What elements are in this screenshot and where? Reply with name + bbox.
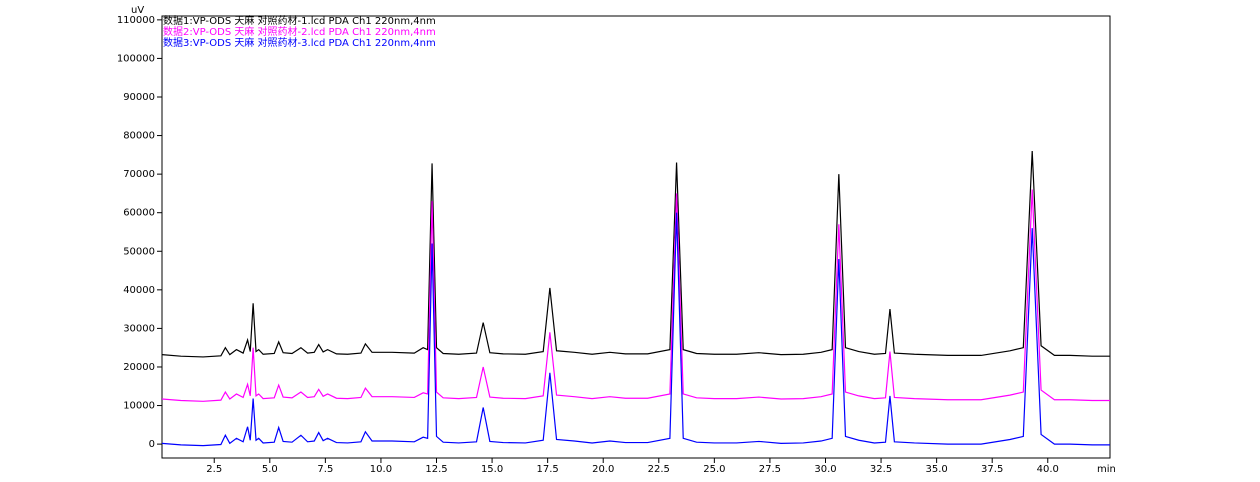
y-axis-label: uV bbox=[131, 5, 144, 16]
x-tick-label: 7.5 bbox=[317, 464, 333, 475]
y-tick-label: 40000 bbox=[123, 285, 155, 296]
x-tick-label: 37.5 bbox=[981, 464, 1003, 475]
plot-frame bbox=[161, 15, 1111, 459]
y-tick-label: 50000 bbox=[123, 246, 155, 257]
x-tick-label: 35.0 bbox=[925, 464, 947, 475]
x-tick-label: 15.0 bbox=[481, 464, 503, 475]
x-tick-label: 20.0 bbox=[592, 464, 614, 475]
x-tick-label: 27.5 bbox=[759, 464, 781, 475]
y-tick-label: 70000 bbox=[123, 169, 155, 180]
y-tick-label: 20000 bbox=[123, 362, 155, 373]
y-tick-label: 30000 bbox=[123, 323, 155, 334]
x-tick-label: 30.0 bbox=[814, 464, 836, 475]
y-tick-label: 110000 bbox=[117, 15, 155, 26]
x-tick-label: 5.0 bbox=[262, 464, 278, 475]
x-tick-label: 10.0 bbox=[370, 464, 392, 475]
x-axis-label: min bbox=[1097, 464, 1116, 475]
y-tick-label: 60000 bbox=[123, 208, 155, 219]
x-tick-label: 22.5 bbox=[648, 464, 670, 475]
x-tick-label: 2.5 bbox=[206, 464, 222, 475]
x-tick-label: 40.0 bbox=[1037, 464, 1059, 475]
series-line bbox=[161, 212, 1110, 447]
legend-entry: 数据3:VP-ODS 天麻 对照药材-3.lcd PDA Ch1 220nm,4… bbox=[163, 36, 436, 49]
y-tick-label: 100000 bbox=[117, 53, 155, 64]
series-line bbox=[161, 150, 1110, 358]
legend-entry: 数据1:VP-ODS 天麻 对照药材-1.lcd PDA Ch1 220nm,4… bbox=[163, 14, 436, 27]
x-tick-label: 25.0 bbox=[703, 464, 725, 475]
legend-entry: 数据2:VP-ODS 天麻 对照药材-2.lcd PDA Ch1 220nm,4… bbox=[163, 25, 436, 38]
x-tick-label: 12.5 bbox=[425, 464, 447, 475]
y-tick-label: 80000 bbox=[123, 131, 155, 142]
y-tick-label: 10000 bbox=[123, 401, 155, 412]
x-tick-label: 32.5 bbox=[870, 464, 892, 475]
x-tick-label: 17.5 bbox=[537, 464, 559, 475]
y-tick-label: 90000 bbox=[123, 92, 155, 103]
y-tick-label: 0 bbox=[149, 439, 155, 450]
series-line bbox=[161, 189, 1110, 402]
